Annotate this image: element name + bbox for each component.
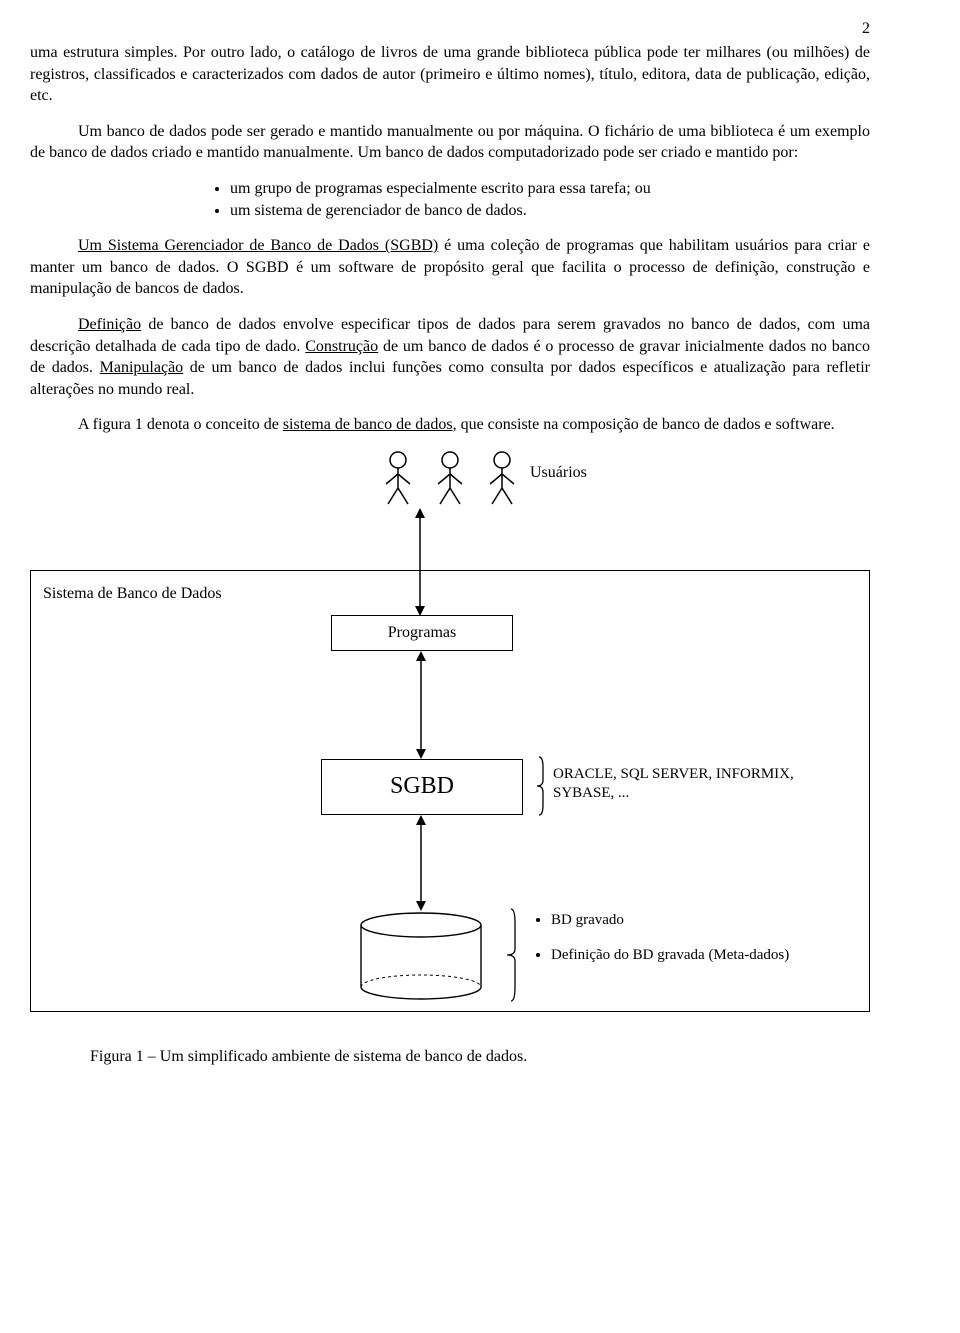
users-label: Usuários [530,464,587,482]
sgbd-annotation: ORACLE, SQL SERVER, INFORMIX, SYBASE, ..… [553,765,803,804]
definicao-term: Definição [78,316,141,333]
brace-db [497,907,517,1003]
paragraph-5: A figura 1 denota o conceito de sistema … [30,414,870,436]
sgbd-annotation-text: ORACLE, SQL SERVER, INFORMIX, SYBASE, ..… [553,766,794,802]
sgbd-label: SGBD [390,773,454,800]
figure-1-diagram: Usuários Sistema de Banco de Dados Progr… [30,450,870,1030]
sgbd-box: SGBD [321,759,523,815]
programas-box: Programas [331,615,513,651]
db-bullet-1: BD gravado [551,911,793,931]
construcao-term: Construção [305,338,378,355]
db-bullet-2: Definição do BD gravada (Meta-dados) [551,946,793,966]
list-item: um grupo de programas especialmente escr… [230,178,870,200]
paragraph-3: Um Sistema Gerenciador de Banco de Dados… [30,235,870,300]
arrow-programas-sgbd [411,651,431,759]
p5b: , que consiste na composição de banco de… [453,416,835,433]
options-list: um grupo de programas especialmente escr… [30,178,870,221]
figure-caption: Figura 1 – Um simplificado ambiente de s… [90,1048,870,1066]
db-annotation: BD gravado Definição do BD gravada (Meta… [533,911,793,982]
arrow-sgbd-db [411,815,431,911]
paragraph-2: Um banco de dados pode ser gerado e mant… [30,121,870,164]
sgbd-term: Um Sistema Gerenciador de Banco de Dados… [78,237,438,254]
programas-label: Programas [388,624,456,642]
user-icon [482,450,522,510]
p5a: A figura 1 denota o conceito de [78,416,283,433]
database-cylinder-icon [351,911,491,1001]
list-item: um sistema de gerenciador de banco de da… [230,200,870,222]
manipulacao-term: Manipulação [100,359,184,376]
system-box: Sistema de Banco de Dados Programas SGBD… [30,570,870,1012]
system-box-title: Sistema de Banco de Dados [43,585,222,603]
user-icon [378,450,418,510]
brace-sgbd [527,755,545,817]
paragraph-4: Definição de banco de dados envolve espe… [30,314,870,400]
page-number: 2 [30,20,870,38]
users-row [330,450,570,520]
sistema-bd-term: sistema de banco de dados [283,416,453,433]
paragraph-1: uma estrutura simples. Por outro lado, o… [30,42,870,107]
user-icon [430,450,470,510]
